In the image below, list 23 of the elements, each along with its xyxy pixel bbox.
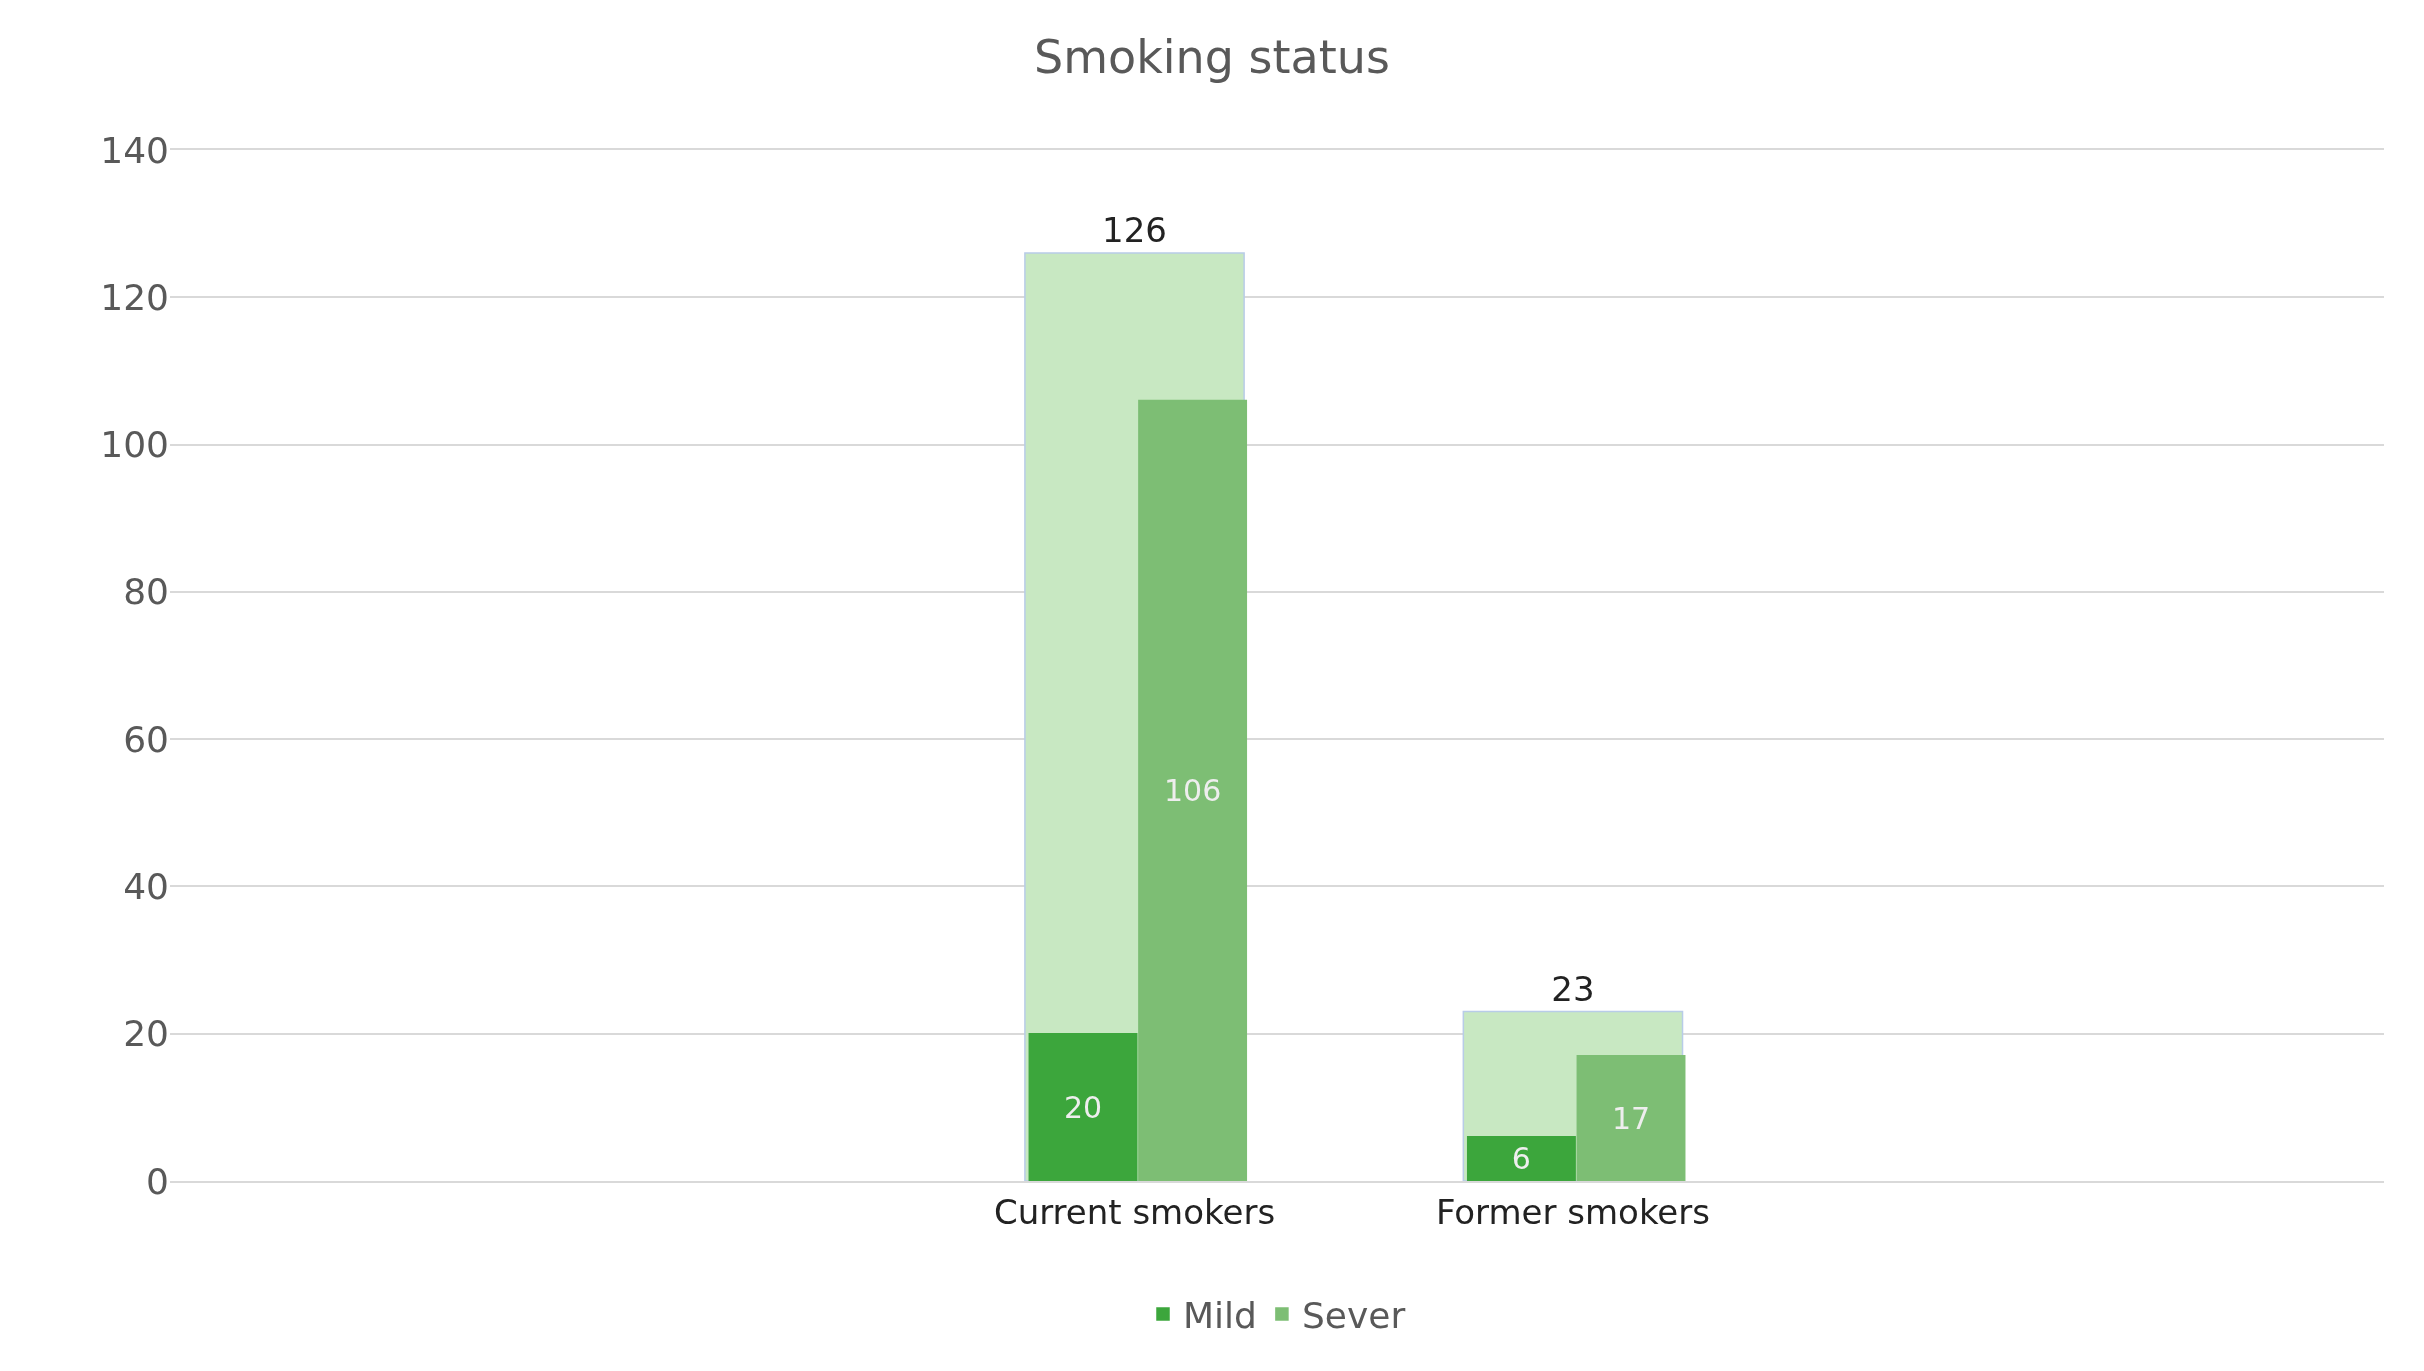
- data-label: 126: [1102, 210, 1167, 251]
- chart-title: Smoking status: [1034, 30, 1390, 85]
- legend-label: Mild: [1183, 1295, 1257, 1337]
- y-tick-label: 100: [100, 424, 169, 466]
- legend-label: Sever: [1301, 1295, 1406, 1337]
- data-label: 23: [1551, 968, 1595, 1009]
- y-tick-label: 120: [100, 276, 169, 318]
- x-tick-label: Former smokers: [1435, 1191, 1710, 1232]
- y-tick-label: 80: [123, 571, 169, 613]
- bar: [1576, 1055, 1686, 1181]
- bar: [1466, 1136, 1576, 1181]
- x-tick-label: Current smokers: [993, 1191, 1276, 1232]
- bar: [1028, 1032, 1138, 1181]
- data-label: 6: [1511, 1141, 1531, 1177]
- y-tick-label: 0: [146, 1160, 169, 1202]
- data-label: 106: [1163, 773, 1222, 809]
- y-tick-label: 20: [123, 1013, 169, 1055]
- y-tick-label: 40: [123, 866, 169, 908]
- y-tick-label: 140: [100, 129, 169, 171]
- data-label: 17: [1611, 1100, 1651, 1136]
- data-label: 20: [1063, 1089, 1103, 1125]
- bar: [1138, 399, 1248, 1181]
- y-tick-label: 60: [123, 718, 169, 760]
